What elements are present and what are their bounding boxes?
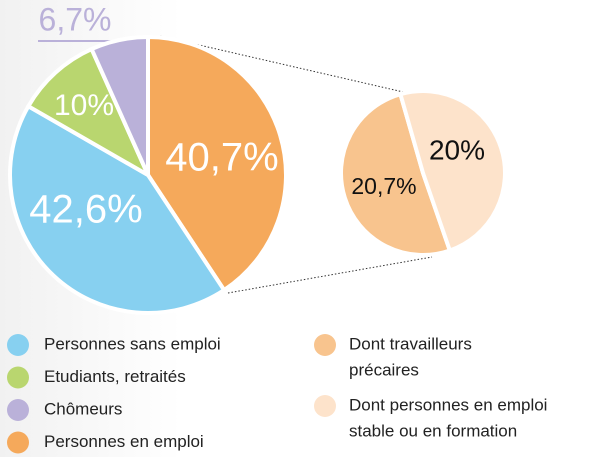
data-label: 42,6% [29, 188, 142, 232]
legend-label: Personnes sans emploi [44, 334, 221, 353]
legend-swatch [7, 334, 29, 356]
data-label: 20% [429, 134, 485, 165]
data-label: 20,7% [351, 173, 416, 199]
pie-slice [8, 103, 227, 315]
pie-slice [339, 91, 453, 257]
pie-slice [397, 89, 507, 254]
legend-label: précaires [349, 360, 419, 379]
connector [227, 256, 433, 294]
legend-swatch [7, 431, 29, 454]
data-label: 40,7% [165, 136, 278, 180]
legend-label: Etudiants, retraités [44, 367, 186, 386]
pie-slice [88, 34, 150, 176]
legend-swatch [7, 366, 29, 389]
data-label: 10% [54, 89, 114, 122]
legend-label: stable ou en formation [349, 421, 517, 440]
legend-swatch [314, 395, 336, 417]
legend-label: Dont travailleurs [349, 334, 472, 353]
legend-label: Dont personnes en emploi [349, 395, 547, 414]
legend-swatch [7, 399, 29, 421]
legend-label: Chômeurs [44, 399, 122, 418]
legend-swatch [314, 334, 336, 356]
data-label: 6,7% [39, 1, 112, 37]
legend-label: Personnes en emploi [44, 432, 204, 451]
